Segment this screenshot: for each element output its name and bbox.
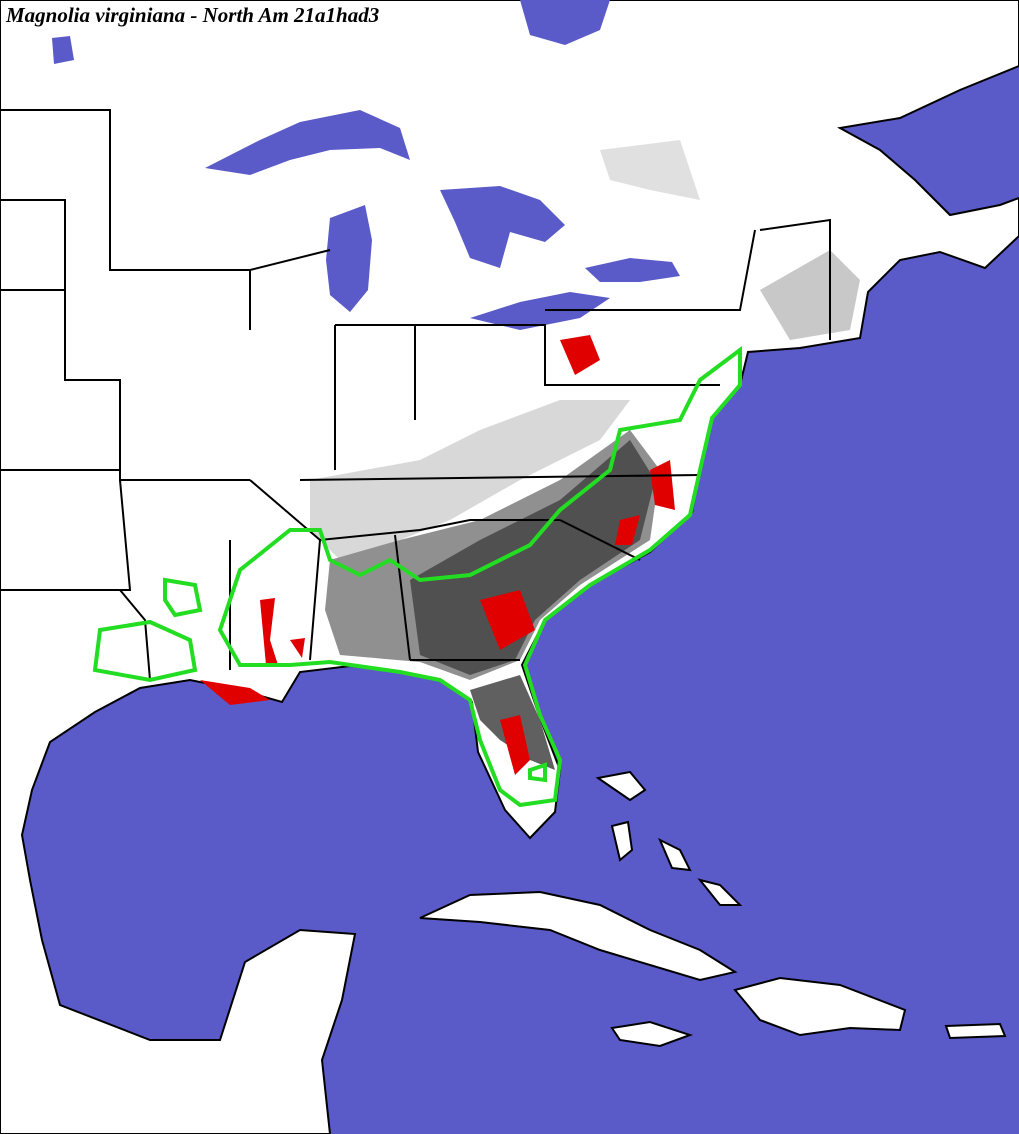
occurrence-patches (200, 335, 675, 775)
map-title: Magnolia virginiana - North Am 21a1had3 (5, 3, 379, 27)
terrain (310, 140, 860, 770)
range-outline (92, 346, 742, 808)
islands (419, 770, 1007, 1048)
lakes (52, 0, 680, 330)
borders (0, 109, 831, 681)
